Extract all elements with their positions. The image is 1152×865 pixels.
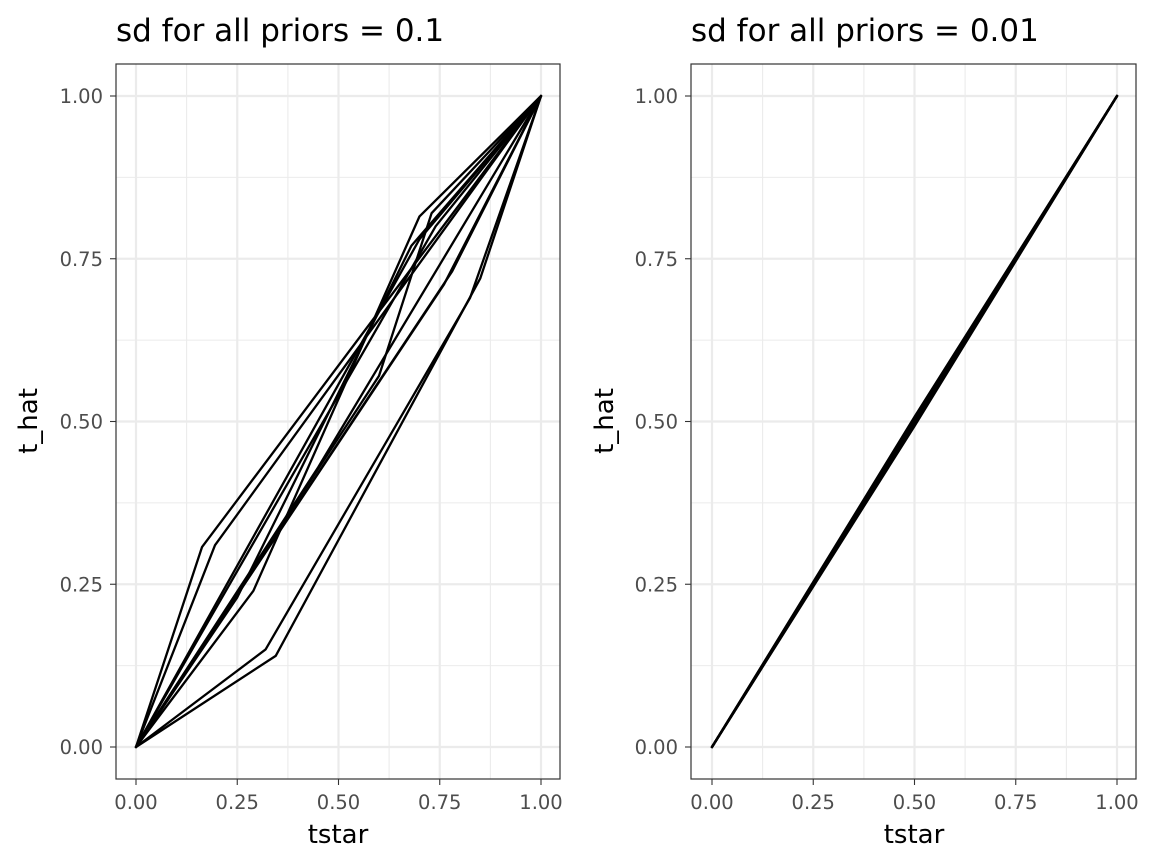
left-y-tick-label: 0.25 [60, 573, 103, 596]
left-series-line-3 [134, 94, 543, 749]
left-x-tick-label: 0.75 [418, 791, 461, 814]
right-series-line-12 [710, 94, 1119, 749]
right-chart-title: sd for all priors = 0.01 [691, 13, 1039, 49]
right-chart-y-axis-title: t_hat [590, 388, 620, 454]
right-x-tick-label: 0.00 [690, 791, 733, 814]
right-x-tick-label: 0.50 [893, 791, 936, 814]
left-y-tick-label: 0.50 [60, 411, 103, 434]
right-chart-grid [691, 64, 1136, 779]
left-chart-series [134, 94, 543, 749]
right-y-tick-label: 0.75 [635, 248, 678, 271]
left-series-line-9 [134, 94, 543, 749]
right-x-tick-label: 1.00 [1095, 791, 1138, 814]
right-y-tick-label: 0.00 [635, 736, 678, 759]
left-x-tick-label: 1.00 [519, 791, 562, 814]
left-y-tick-label: 0.75 [60, 248, 103, 271]
right-chart-x-axis-title: tstar [884, 820, 945, 850]
left-x-tick-label: 0.00 [114, 791, 157, 814]
right-chart-series [710, 94, 1119, 749]
left-x-tick-label: 0.25 [216, 791, 259, 814]
right-chart-axes: 0.00 0.25 0.50 0.75 1.00 0.00 0.25 0.50 0.75 1.00 [635, 85, 1139, 814]
left-series-line-5 [134, 94, 543, 749]
left-series-line-6 [134, 94, 543, 749]
left-series-line-10 [134, 94, 543, 749]
left-series-line-12 [134, 94, 543, 749]
right-x-tick-label: 0.75 [994, 791, 1037, 814]
right-y-tick-label: 0.25 [635, 573, 678, 596]
left-chart-title: sd for all priors = 0.1 [116, 13, 444, 49]
left-chart-grid [116, 64, 560, 779]
left-series-line-2 [134, 94, 543, 749]
left-series-line-8 [134, 94, 543, 749]
right-chart-panel: sd for all priors = 0.01 0.00 0.25 0.50 0.7… [590, 13, 1139, 850]
left-chart-x-axis-title: tstar [308, 820, 369, 850]
left-chart-axes: 0.00 0.25 0.50 0.75 1.00 0.00 0.25 0.50 0.75 1.00 [60, 85, 563, 814]
left-chart-panel: sd for all priors = 0.1 0.00 0.25 0.50 0.75… [14, 13, 563, 850]
right-x-tick-label: 0.25 [792, 791, 835, 814]
right-y-tick-label: 0.50 [635, 411, 678, 434]
left-series-line-1 [134, 94, 543, 749]
left-chart-y-axis-title: t_hat [14, 388, 44, 454]
left-x-tick-label: 0.50 [317, 791, 360, 814]
left-y-tick-label: 1.00 [60, 85, 103, 108]
left-y-tick-label: 0.00 [60, 736, 103, 759]
right-y-tick-label: 1.00 [635, 85, 678, 108]
